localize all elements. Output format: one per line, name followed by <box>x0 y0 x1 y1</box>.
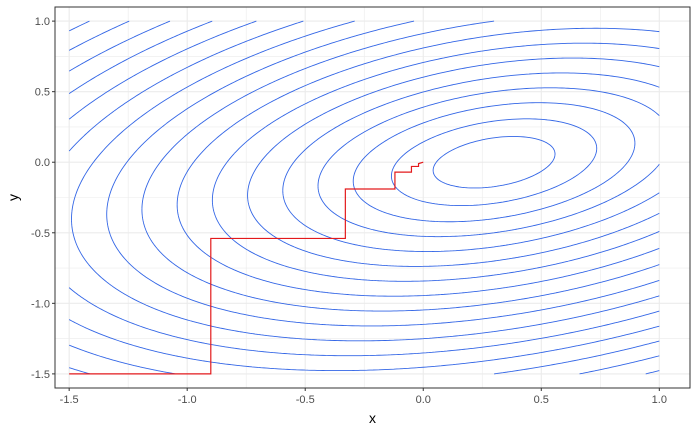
y-axis-title: y <box>5 194 21 201</box>
contour-line <box>317 87 660 238</box>
contour-line <box>432 136 556 189</box>
contour-line <box>247 57 660 267</box>
y-tick-label: 0.5 <box>35 87 50 99</box>
y-axis-ticks: -1.5 -1.0 -0.5 0.0 0.5 1.0 <box>31 16 55 381</box>
contour-line <box>68 20 90 32</box>
contour-line <box>211 42 660 282</box>
path-line <box>69 161 424 375</box>
panel-border <box>54 6 691 389</box>
contour-line <box>141 20 660 312</box>
y-tick-label: -1.0 <box>31 298 50 310</box>
path-layer <box>69 161 424 375</box>
contour-line <box>68 20 660 357</box>
x-axis-ticks: -1.5 -1.0 -0.5 0.0 0.5 1.0 <box>60 388 667 406</box>
x-tick-label: -1.0 <box>178 394 197 406</box>
contour-line <box>176 27 660 297</box>
contour-line <box>390 118 598 207</box>
contour-line <box>282 72 660 252</box>
x-axis-title: x <box>369 410 376 426</box>
x-tick-label: 0.0 <box>416 394 431 406</box>
contour-line <box>68 20 660 372</box>
contour-layer <box>68 20 660 375</box>
y-tick-label: -0.5 <box>31 228 50 240</box>
x-tick-label: 0.5 <box>534 394 549 406</box>
contour-line <box>68 20 660 375</box>
contour-line <box>68 20 660 375</box>
y-tick-label: 1.0 <box>35 16 50 28</box>
contour-line <box>352 102 636 223</box>
x-tick-label: -0.5 <box>296 394 315 406</box>
grid-layer <box>55 7 690 388</box>
contour-line <box>106 20 660 327</box>
y-tick-label: -1.5 <box>31 369 50 381</box>
contour-line <box>71 20 660 342</box>
contour-line <box>68 20 660 375</box>
x-tick-label: -1.5 <box>60 394 79 406</box>
y-tick-label: 0.0 <box>35 157 50 169</box>
x-tick-label: 1.0 <box>652 394 667 406</box>
